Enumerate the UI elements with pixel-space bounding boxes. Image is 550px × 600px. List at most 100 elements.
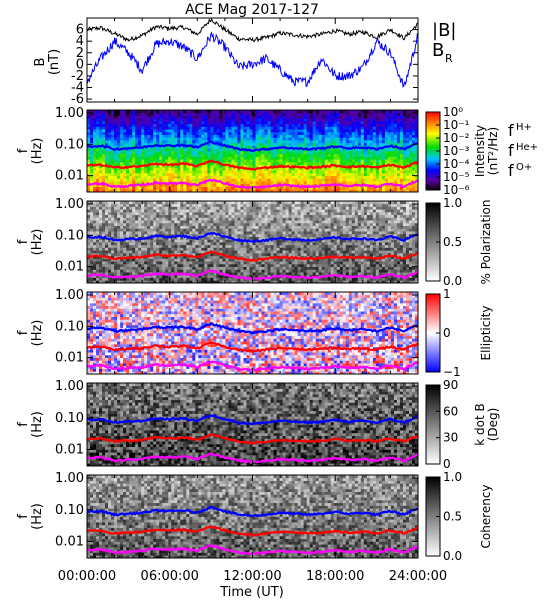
spectrogram-cell <box>108 118 112 122</box>
spectrogram-cell <box>201 242 205 246</box>
spectrogram-cell <box>216 183 220 187</box>
spectrogram-cell <box>279 110 283 114</box>
spectrogram-cell <box>294 148 299 152</box>
spectrogram-cell <box>339 161 344 166</box>
spectrogram-cell <box>96 266 100 270</box>
spectrogram-cell <box>147 277 151 281</box>
spectrogram-cell <box>99 211 103 216</box>
spectrogram-cell <box>147 280 151 284</box>
spectrogram-cell <box>144 211 148 216</box>
spectrogram-cell <box>381 123 386 127</box>
spectrogram-cell <box>117 222 121 226</box>
spectrogram-cell <box>225 159 229 163</box>
spectrogram-cell <box>321 153 326 157</box>
spectrogram-cell <box>357 148 362 152</box>
spectrogram-cell <box>198 123 202 127</box>
spectrogram-cell <box>210 236 214 240</box>
spectrogram-cell <box>231 201 235 205</box>
spectrogram-cell <box>369 140 374 144</box>
spectrogram-cell <box>186 201 190 205</box>
spectrogram-cell <box>93 214 97 218</box>
spectrogram-cell <box>222 131 226 135</box>
spectrogram-cell <box>117 123 121 127</box>
spectrogram-cell <box>402 145 407 149</box>
spectrogram-cell <box>219 247 223 251</box>
spectrogram-cell <box>177 225 181 229</box>
spectrogram-cell <box>414 181 419 185</box>
spectrogram-cell <box>294 189 299 193</box>
spectrogram-cell <box>306 153 311 157</box>
spectrogram-cell <box>126 206 130 210</box>
spectrogram-cell <box>318 115 323 119</box>
spectrogram-cell <box>189 120 193 125</box>
spectrogram-cell <box>165 258 169 262</box>
spectrogram-cell <box>408 126 413 130</box>
spectrogram-cell <box>216 153 220 157</box>
spectrogram-cell <box>90 110 94 114</box>
spectrogram-cell <box>111 118 115 122</box>
spectrogram-cell <box>126 115 130 119</box>
spectrogram-cell <box>153 148 157 152</box>
spectrogram-cell <box>381 148 386 152</box>
spectrogram-cell <box>159 118 163 122</box>
spectrogram-cell <box>201 172 205 176</box>
spectrogram-cell <box>396 178 401 182</box>
spectrogram-cell <box>198 222 202 226</box>
spectrogram-cell <box>261 123 265 127</box>
spectrogram-cell <box>165 164 169 168</box>
spectrogram-cell <box>114 110 118 114</box>
spectrogram-cell <box>216 225 220 229</box>
spectrogram-cell <box>363 186 368 190</box>
spectrogram-cell <box>126 140 130 144</box>
spectrogram-cell <box>174 222 178 226</box>
spectrogram-cell <box>282 120 286 125</box>
spectrogram-cell <box>300 110 305 114</box>
spectrogram-cell <box>180 231 184 235</box>
spectrogram-cell <box>108 151 112 155</box>
spectrogram-cell <box>339 123 344 127</box>
spectrogram-cell <box>180 220 184 224</box>
spectrogram-cell <box>153 203 157 207</box>
spectrogram-cell <box>141 137 145 141</box>
spectrogram-cell <box>129 277 133 281</box>
spectrogram-cell <box>243 272 247 276</box>
spectrogram-cell <box>99 112 103 116</box>
spectrogram-cell <box>237 178 241 182</box>
spectrogram-cell <box>207 137 211 141</box>
spectrogram-cell <box>195 206 199 210</box>
spectrogram-cell <box>243 110 247 114</box>
spectrogram-cell <box>210 272 214 276</box>
spectrogram-cell <box>159 206 163 210</box>
spectrogram-cell <box>150 242 154 246</box>
spectrogram-cell <box>288 148 293 152</box>
spectrogram-cell <box>216 209 220 213</box>
spectrogram-cell <box>87 140 91 144</box>
spectrogram-cell <box>99 183 103 187</box>
spectrogram-cell <box>162 142 166 146</box>
spectrogram-cell <box>243 151 247 155</box>
spectrogram-cell <box>153 201 157 205</box>
spectrogram-cell <box>351 129 356 133</box>
spectrogram-cell <box>87 247 91 251</box>
spectrogram-cell <box>204 222 208 226</box>
spectrogram-cell <box>90 181 94 185</box>
spectrogram-cell <box>195 151 199 155</box>
spectrogram-cell <box>183 269 187 273</box>
spectrogram-cell <box>240 272 244 276</box>
spectrogram-cell <box>219 255 223 259</box>
spectrogram-cell <box>180 178 184 182</box>
spectrogram-cell <box>189 250 193 254</box>
spectrogram-cell <box>156 189 160 193</box>
spectrogram-cell <box>306 142 311 146</box>
spectrogram-cell <box>246 161 250 166</box>
spectrogram-cell <box>96 214 100 218</box>
spectrogram-cell <box>171 222 175 226</box>
spectrogram-cell <box>231 239 235 243</box>
spectrogram-cell <box>189 209 193 213</box>
spectrogram-cell <box>135 209 139 213</box>
spectrogram-cell <box>90 242 94 246</box>
spectrogram-cell <box>102 217 106 221</box>
spectrogram-cell <box>357 175 362 179</box>
spectrogram-cell <box>288 159 293 163</box>
spectrogram-cell <box>252 161 256 166</box>
